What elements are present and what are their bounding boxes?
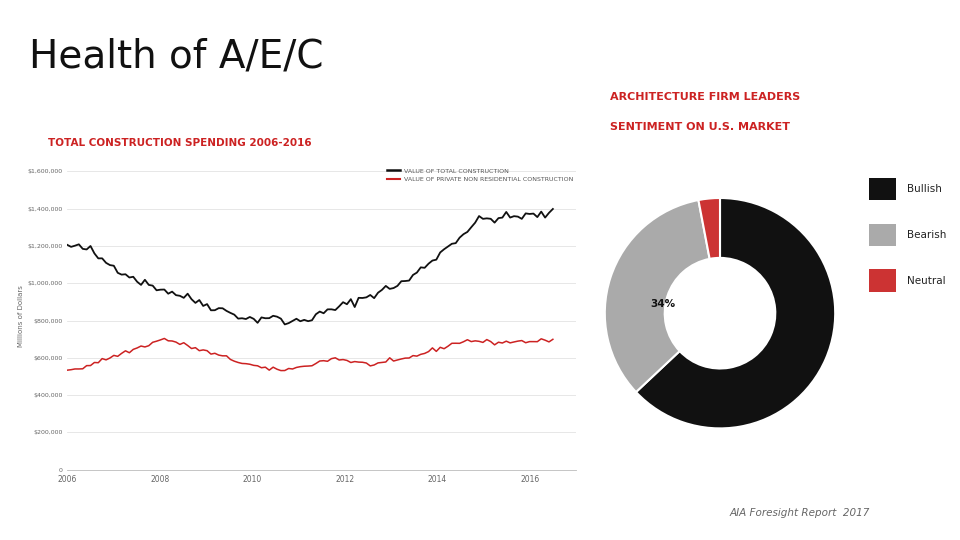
Bar	[52, 486, 58, 510]
Y-axis label: Millions of Dollars: Millions of Dollars	[18, 285, 24, 347]
Text: AIA Foresight Report  2017: AIA Foresight Report 2017	[730, 508, 870, 518]
Wedge shape	[636, 198, 835, 428]
Text: 3%: 3%	[725, 239, 743, 249]
Bar	[36, 486, 42, 510]
Text: ARCHITECTURE FIRM LEADERS: ARCHITECTURE FIRM LEADERS	[610, 92, 800, 102]
Wedge shape	[605, 200, 709, 392]
Text: Health of A/E/C: Health of A/E/C	[29, 38, 324, 76]
Text: Bullish: Bullish	[907, 184, 942, 194]
Bar	[35, 482, 77, 486]
Bar	[67, 486, 74, 510]
Legend: VALUE OF TOTAL CONSTRUCTION, VALUE OF PRIVATE NON RESIDENTIAL CONSTRUCTION: VALUE OF TOTAL CONSTRUCTION, VALUE OF PR…	[387, 168, 573, 182]
Text: 34%: 34%	[650, 299, 675, 309]
Text: TOTAL CONSTRUCTION SPENDING 2006-2016: TOTAL CONSTRUCTION SPENDING 2006-2016	[48, 138, 312, 148]
Text: Bearish: Bearish	[907, 230, 947, 240]
Text: 63%: 63%	[742, 334, 767, 343]
Bar	[35, 510, 77, 514]
Text: Neutral: Neutral	[907, 276, 946, 286]
Bar	[60, 486, 65, 510]
Wedge shape	[699, 198, 720, 259]
Bar	[44, 486, 50, 510]
Text: SENTIMENT ON U.S. MARKET: SENTIMENT ON U.S. MARKET	[610, 122, 789, 132]
